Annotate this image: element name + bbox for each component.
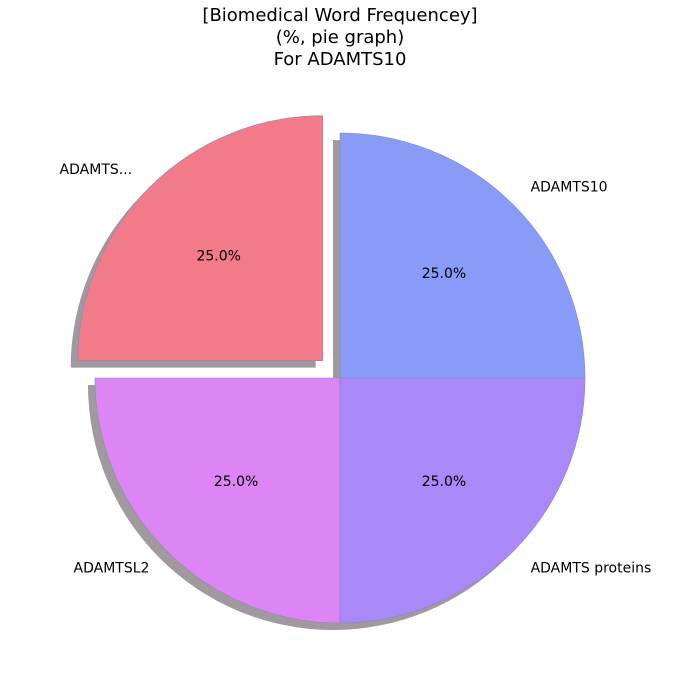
pie-category-label-adamtsl2: ADAMTSL2 xyxy=(74,561,150,577)
chart-title-line-1: [Biomedical Word Frequencey] xyxy=(202,5,478,26)
pie-slice-adamts xyxy=(77,115,323,361)
pie-category-label-adamts-proteins: ADAMTS proteins xyxy=(531,561,652,577)
pie-pct-label-adamts10: 25.0% xyxy=(422,266,466,282)
pie-slice-adamtsl2 xyxy=(94,377,341,624)
pie-pct-label-adamts: 25.0% xyxy=(196,249,240,265)
chart-title-line-2: (%, pie graph) xyxy=(275,27,405,48)
chart-title-line-3: For ADAMTS10 xyxy=(273,49,407,70)
pie-pct-label-adamts-proteins: 25.0% xyxy=(422,474,466,490)
pie-category-label-adamts10: ADAMTS10 xyxy=(531,179,608,195)
pie-pct-label-adamtsl2: 25.0% xyxy=(214,474,258,490)
pie-category-label-adamts: ADAMTS... xyxy=(60,162,133,178)
pie-slice-adamts10 xyxy=(339,132,586,379)
wedge-layer xyxy=(77,115,586,624)
pie-slice-adamts-proteins xyxy=(339,377,586,624)
label-layer: 25.0% ADAMTS10 25.0% ADAMTS... 25.0% ADAMTSL2… xyxy=(60,162,652,576)
